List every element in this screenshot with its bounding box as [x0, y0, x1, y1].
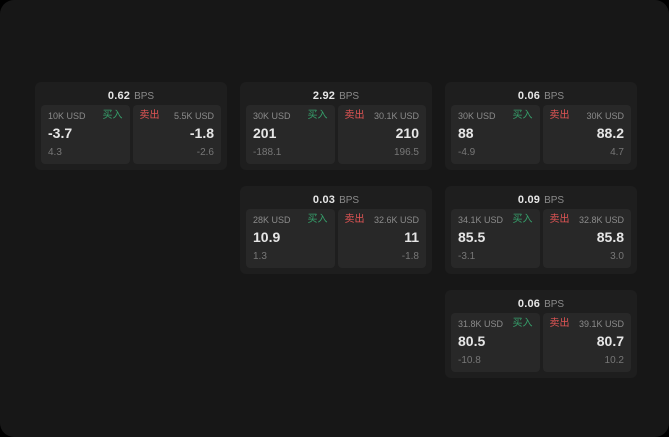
sell-side-button[interactable]: 卖出 — [549, 318, 570, 329]
bps-value: 0.06 — [517, 90, 541, 102]
buy-sub-value: -4.9 — [458, 147, 476, 158]
sell-sub-value: 4.7 — [610, 147, 624, 158]
buy-panel[interactable]: 34.1K USD 买入 85.5 -3.1 — [451, 209, 540, 268]
sell-price: 85.8 — [596, 229, 624, 245]
quote-panels: 30K USD 买入 201 -188.1 卖出 30.1K USD 210 1… — [246, 105, 426, 164]
buy-panel[interactable]: 30K USD 买入 201 -188.1 — [246, 105, 335, 164]
sell-amount: 39.1K USD — [578, 319, 624, 329]
sell-sub-value: 196.5 — [393, 147, 419, 158]
spread-card: 2.92 BPS 30K USD 买入 201 -188.1 卖出 30.1K … — [240, 82, 432, 170]
spread-card: 0.03 BPS 28K USD 买入 10.9 1.3 卖出 32.6K US… — [240, 186, 432, 274]
bps-header: 0.62 BPS — [41, 87, 221, 105]
sell-side-button[interactable]: 卖出 — [139, 110, 160, 121]
bps-header: 0.03 BPS — [246, 191, 426, 209]
sell-side-button[interactable]: 卖出 — [549, 214, 570, 225]
bps-header: 2.92 BPS — [246, 87, 426, 105]
buy-amount: 34.1K USD — [458, 215, 504, 225]
buy-side-button[interactable]: 买入 — [102, 110, 123, 121]
buy-sub-value: 4.3 — [48, 147, 62, 158]
buy-sub-value: -188.1 — [253, 147, 282, 158]
spread-card: 0.62 BPS 10K USD 买入 -3.7 4.3 卖出 5.5K USD — [35, 82, 227, 170]
sell-panel[interactable]: 卖出 30.1K USD 210 196.5 — [337, 105, 426, 164]
bps-label: BPS — [544, 90, 565, 102]
sell-panel[interactable]: 卖出 32.8K USD 85.8 3.0 — [542, 209, 631, 268]
sell-amount: 30.1K USD — [373, 111, 419, 121]
sell-panel[interactable]: 卖出 30K USD 88.2 4.7 — [542, 105, 631, 164]
buy-panel[interactable]: 28K USD 买入 10.9 1.3 — [246, 209, 335, 268]
sell-price: 210 — [395, 125, 419, 141]
buy-price: 201 — [253, 125, 277, 141]
bps-header: 0.06 BPS — [451, 87, 631, 105]
sell-side-button[interactable]: 卖出 — [344, 110, 365, 121]
bps-label: BPS — [544, 194, 565, 206]
sell-amount: 32.8K USD — [578, 215, 624, 225]
buy-price: -3.7 — [48, 125, 73, 141]
buy-sub-value: -3.1 — [458, 251, 476, 262]
sell-amount: 30K USD — [586, 111, 624, 121]
sell-panel[interactable]: 卖出 32.6K USD 11 -1.8 — [337, 209, 426, 268]
quote-panels: 10K USD 买入 -3.7 4.3 卖出 5.5K USD -1.8 -2.… — [41, 105, 221, 164]
bps-label: BPS — [339, 90, 360, 102]
sell-sub-value: 10.2 — [604, 355, 624, 366]
sell-amount: 5.5K USD — [173, 111, 214, 121]
spread-card: 0.06 BPS 31.8K USD 买入 80.5 -10.8 卖出 39.1… — [445, 290, 637, 378]
quote-panels: 34.1K USD 买入 85.5 -3.1 卖出 32.8K USD 85.8… — [451, 209, 631, 268]
sell-amount: 32.6K USD — [373, 215, 419, 225]
sell-side-button[interactable]: 卖出 — [344, 214, 365, 225]
sell-panel[interactable]: 卖出 39.1K USD 80.7 10.2 — [542, 313, 631, 372]
sell-sub-value: 3.0 — [610, 251, 624, 262]
sell-price: 11 — [404, 229, 419, 245]
bps-value: 0.62 — [107, 90, 131, 102]
bps-header: 0.06 BPS — [451, 295, 631, 313]
bps-label: BPS — [339, 194, 360, 206]
buy-amount: 28K USD — [253, 215, 291, 225]
buy-price: 88 — [458, 125, 474, 141]
buy-price: 80.5 — [458, 333, 486, 349]
buy-amount: 30K USD — [253, 111, 291, 121]
bps-value: 0.03 — [312, 194, 336, 206]
buy-price: 10.9 — [253, 229, 281, 245]
spread-card: 0.06 BPS 30K USD 买入 88 -4.9 卖出 30K USD — [445, 82, 637, 170]
bps-label: BPS — [544, 298, 565, 310]
buy-side-button[interactable]: 买入 — [512, 214, 533, 225]
sell-side-button[interactable]: 卖出 — [549, 110, 570, 121]
sell-sub-value: -2.6 — [196, 147, 214, 158]
buy-sub-value: 1.3 — [253, 251, 267, 262]
buy-panel[interactable]: 10K USD 买入 -3.7 4.3 — [41, 105, 130, 164]
bps-label: BPS — [134, 90, 155, 102]
buy-side-button[interactable]: 买入 — [512, 110, 533, 121]
buy-side-button[interactable]: 买入 — [307, 214, 328, 225]
buy-amount: 31.8K USD — [458, 319, 504, 329]
spread-card: 0.09 BPS 34.1K USD 买入 85.5 -3.1 卖出 32.8K… — [445, 186, 637, 274]
buy-price: 85.5 — [458, 229, 486, 245]
bps-value: 0.06 — [517, 298, 541, 310]
bps-value: 0.09 — [517, 194, 541, 206]
buy-panel[interactable]: 30K USD 买入 88 -4.9 — [451, 105, 540, 164]
quote-panels: 30K USD 买入 88 -4.9 卖出 30K USD 88.2 4.7 — [451, 105, 631, 164]
sell-price: 88.2 — [596, 125, 624, 141]
sell-price: -1.8 — [189, 125, 214, 141]
sell-price: 80.7 — [596, 333, 624, 349]
sell-panel[interactable]: 卖出 5.5K USD -1.8 -2.6 — [132, 105, 221, 164]
sell-sub-value: -1.8 — [401, 251, 419, 262]
buy-amount: 10K USD — [48, 111, 86, 121]
buy-sub-value: -10.8 — [458, 355, 481, 366]
buy-panel[interactable]: 31.8K USD 买入 80.5 -10.8 — [451, 313, 540, 372]
buy-side-button[interactable]: 买入 — [512, 318, 533, 329]
quote-panels: 28K USD 买入 10.9 1.3 卖出 32.6K USD 11 -1.8 — [246, 209, 426, 268]
bps-header: 0.09 BPS — [451, 191, 631, 209]
bps-value: 2.92 — [312, 90, 336, 102]
buy-side-button[interactable]: 买入 — [307, 110, 328, 121]
buy-amount: 30K USD — [458, 111, 496, 121]
spread-cards-grid: 0.62 BPS 10K USD 买入 -3.7 4.3 卖出 5.5K USD — [35, 82, 637, 378]
quote-panels: 31.8K USD 买入 80.5 -10.8 卖出 39.1K USD 80.… — [451, 313, 631, 372]
